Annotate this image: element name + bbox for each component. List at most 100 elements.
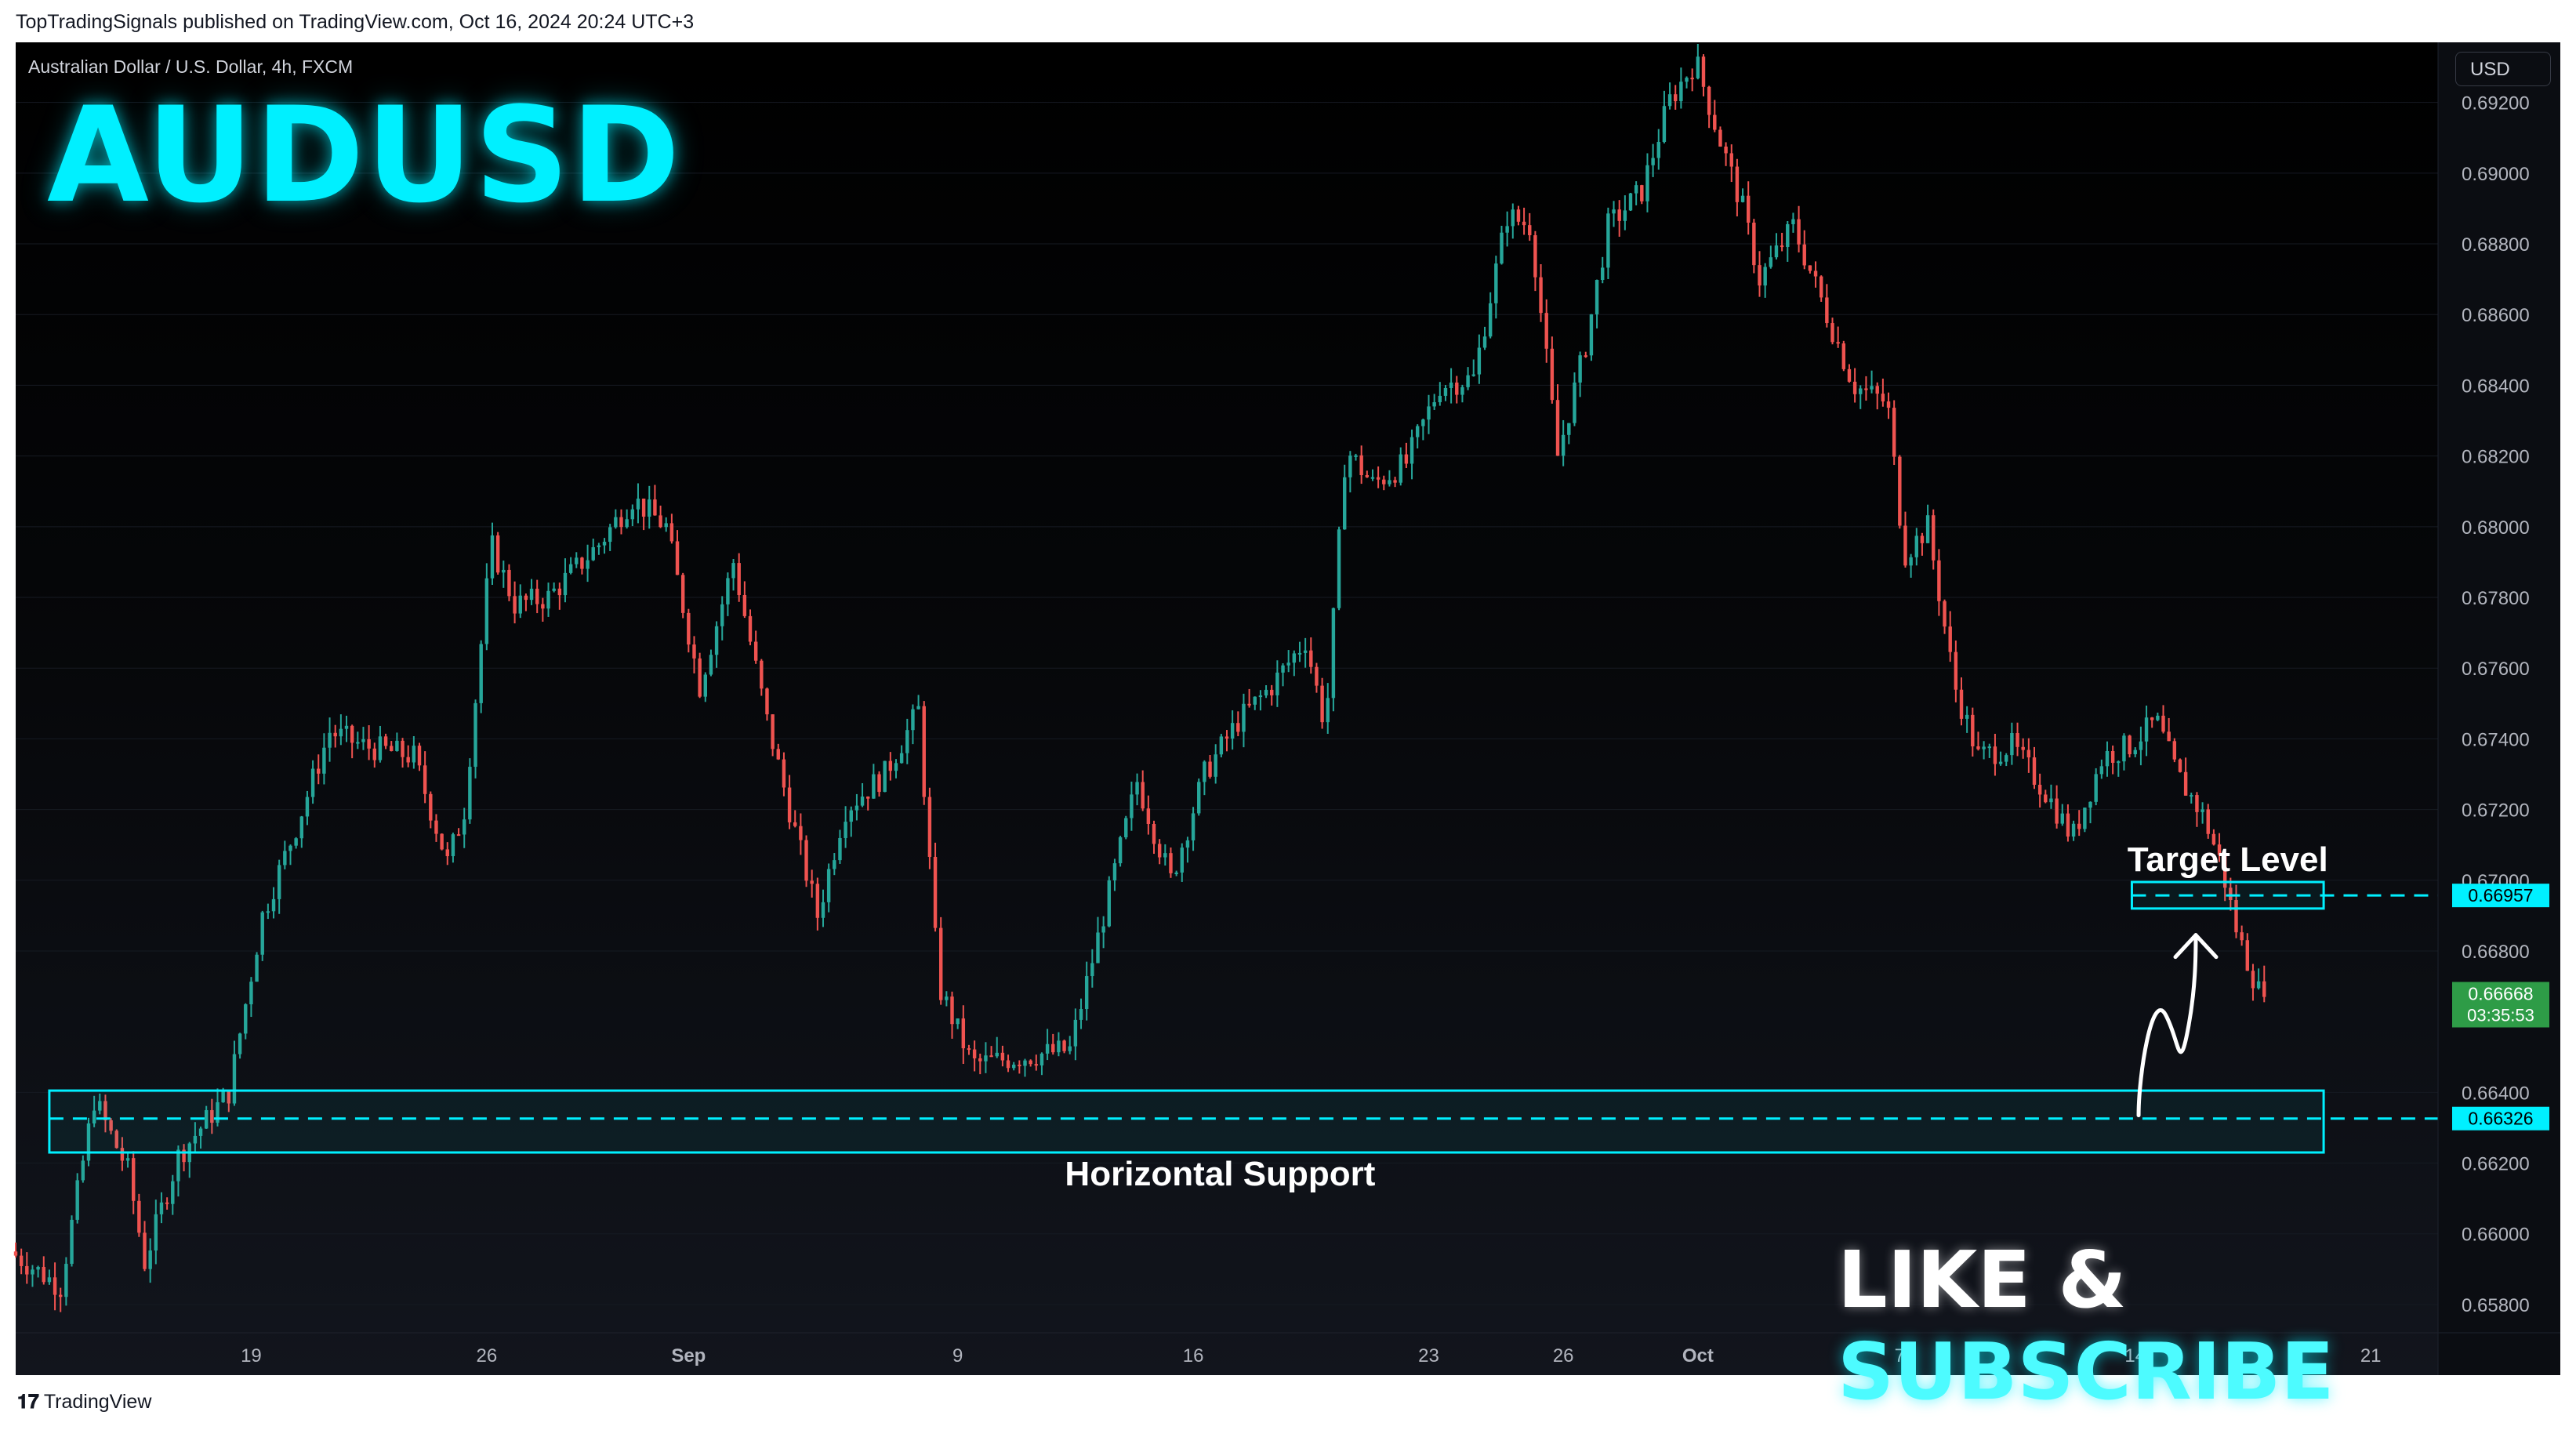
- candle-up: [911, 709, 915, 731]
- candle-down: [434, 820, 438, 834]
- candle-up: [1337, 529, 1341, 608]
- candle-up: [378, 736, 383, 760]
- candle-up: [238, 1033, 242, 1054]
- candle-up: [1203, 761, 1206, 782]
- candle-up: [838, 837, 842, 861]
- candle-down: [1813, 270, 1818, 277]
- time-tick-label: 19: [241, 1345, 262, 1366]
- candle-up: [1388, 480, 1391, 485]
- candle-down: [390, 746, 394, 751]
- candle-down: [742, 595, 747, 616]
- candle-down: [1707, 86, 1711, 115]
- candle-up: [1471, 374, 1475, 376]
- candle-up: [1242, 703, 1246, 732]
- candle-down: [2251, 971, 2255, 989]
- candle-up: [1438, 395, 1442, 403]
- candle-down: [1270, 689, 1274, 695]
- candle-up: [339, 728, 343, 737]
- candle-down: [765, 688, 769, 715]
- candle-down: [227, 1091, 231, 1104]
- candle-up: [283, 851, 287, 866]
- candle-down: [1309, 650, 1313, 667]
- projection-arrow-path: [2136, 933, 2198, 1118]
- candle-down: [1000, 1052, 1005, 1061]
- candle-up: [1685, 78, 1689, 82]
- candle-down: [653, 499, 657, 516]
- candle-up: [31, 1269, 34, 1275]
- candle-down: [810, 880, 814, 884]
- candle-up: [1589, 314, 1594, 356]
- candle-up: [1449, 382, 1453, 388]
- price-tick-label: 0.66400: [2462, 1083, 2530, 1104]
- candle-up: [854, 805, 859, 811]
- candle-up: [1460, 387, 1464, 395]
- price-tick-label: 0.68200: [2462, 447, 2530, 468]
- candle-down: [1225, 736, 1229, 739]
- candle-down: [1830, 323, 1834, 343]
- candle-down: [1315, 666, 1319, 686]
- candle-up: [216, 1102, 220, 1123]
- candle-down: [2161, 715, 2165, 732]
- candle-up: [1174, 872, 1178, 874]
- candle-up: [395, 740, 399, 751]
- candle-down: [165, 1202, 169, 1204]
- projection-arrow-head: [2173, 933, 2219, 960]
- time-tick-label: 16: [1183, 1345, 1204, 1366]
- candle-up: [1488, 303, 1493, 337]
- candle-up: [1601, 267, 1605, 281]
- candle-up: [36, 1267, 40, 1270]
- tradingview-logo-text: TradingView: [43, 1391, 152, 1413]
- candle-down: [680, 575, 685, 613]
- candle-up: [664, 523, 668, 528]
- candle-down: [1146, 808, 1151, 824]
- time-tick-label: 9: [952, 1345, 963, 1366]
- candle-up: [1567, 423, 1571, 435]
- candle-down: [59, 1294, 63, 1298]
- candle-down: [1584, 355, 1587, 358]
- candle-down: [737, 563, 741, 596]
- candle-up: [1399, 454, 1402, 483]
- candle-down: [333, 732, 337, 737]
- candle-up: [412, 746, 416, 763]
- candle-down: [698, 658, 702, 697]
- time-tick-label: 21: [2360, 1345, 2382, 1366]
- candle-down: [1359, 455, 1363, 476]
- candle-down: [1954, 651, 1958, 690]
- candle-up: [1101, 926, 1105, 933]
- candle-up: [1965, 714, 1969, 719]
- candle-down: [938, 927, 943, 1000]
- candle-up: [1180, 847, 1184, 873]
- candle-up: [260, 912, 264, 955]
- candle-down: [866, 797, 870, 799]
- candle-up: [2144, 717, 2149, 742]
- candle-down: [1006, 1060, 1010, 1069]
- candle-up: [1623, 210, 1627, 221]
- candle-up: [648, 499, 651, 517]
- candle-down: [1752, 223, 1756, 266]
- candle-down: [1522, 221, 1526, 226]
- candle-up: [2005, 755, 2008, 762]
- candle-up: [591, 547, 595, 561]
- candle-down: [524, 595, 528, 601]
- candle-up: [1107, 880, 1112, 927]
- candle-up: [899, 753, 904, 764]
- candle-down: [1365, 475, 1370, 477]
- candle-down: [1976, 746, 1980, 749]
- candle-up: [2139, 741, 2143, 750]
- candle-up: [356, 742, 360, 744]
- candle-down: [423, 765, 427, 794]
- currency-button[interactable]: USD: [2455, 52, 2551, 86]
- candle-up: [221, 1091, 225, 1102]
- candle-up: [709, 655, 713, 675]
- candle-down: [967, 1048, 971, 1051]
- candle-up: [148, 1250, 152, 1269]
- candle-up: [703, 674, 708, 697]
- tradingview-logo[interactable]: 𝟏𝟕 TradingView: [17, 1391, 151, 1414]
- candle-up: [1230, 723, 1235, 739]
- candle-down: [25, 1265, 29, 1275]
- time-tick-label: Sep: [671, 1345, 706, 1366]
- candle-up: [2156, 715, 2160, 720]
- candle-down: [1690, 78, 1694, 80]
